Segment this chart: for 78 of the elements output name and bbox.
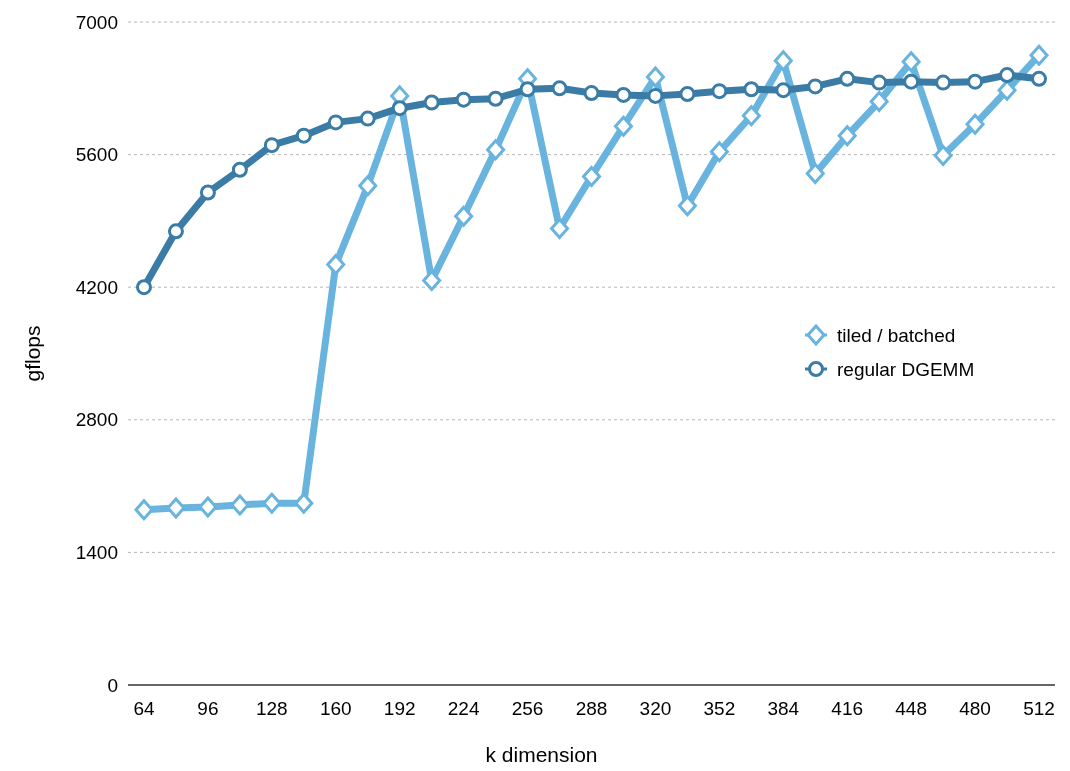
x-axis-title: k dimension (485, 743, 598, 766)
point (582, 165, 601, 187)
point (358, 175, 378, 197)
legend-label: regular DGEMM (837, 358, 975, 380)
x-tick-label: 64 (133, 698, 155, 719)
x-tick-label: 480 (959, 698, 991, 719)
point (773, 50, 793, 72)
point (263, 137, 280, 154)
point (455, 91, 472, 108)
point (295, 127, 312, 144)
x-tick-label: 96 (197, 698, 219, 719)
x-tick-label: 160 (319, 698, 352, 719)
point (869, 91, 889, 113)
x-tick-label: 384 (767, 698, 800, 719)
x-tick-label: 224 (447, 698, 480, 719)
legend-label: tiled / batched (837, 324, 956, 346)
point (711, 83, 728, 100)
point (135, 279, 152, 296)
point (935, 74, 952, 91)
point (423, 94, 440, 111)
point (551, 80, 568, 97)
point (805, 163, 825, 185)
point (359, 110, 376, 127)
y-tick-label: 2800 (75, 409, 118, 431)
point (933, 145, 953, 167)
point (327, 114, 344, 131)
point (231, 161, 248, 178)
y-tick-label: 5600 (75, 144, 118, 166)
point (487, 90, 504, 107)
point (230, 494, 250, 516)
x-tick-label: 512 (1023, 698, 1055, 719)
point (166, 497, 186, 519)
x-tick-label: 320 (639, 698, 672, 719)
point (871, 74, 888, 91)
point (583, 85, 600, 102)
point (134, 499, 154, 521)
y-tick-label: 0 (107, 674, 118, 696)
point (391, 100, 408, 117)
x-tick-label: 256 (511, 698, 544, 719)
point (1031, 70, 1048, 87)
y-axis-title: gflops (21, 325, 44, 382)
point (837, 125, 857, 147)
point (262, 492, 282, 514)
point (167, 223, 184, 240)
point (613, 115, 633, 137)
point (519, 81, 536, 98)
y-tick-label: 1400 (75, 542, 118, 564)
point (999, 67, 1016, 84)
x-tick-label: 288 (575, 698, 608, 719)
point (965, 113, 985, 135)
y-tick-label: 7000 (75, 11, 118, 33)
point (741, 105, 761, 127)
point (486, 139, 506, 161)
point (903, 73, 920, 90)
point (199, 184, 216, 201)
x-tick-label: 416 (831, 698, 864, 719)
point (647, 87, 664, 104)
point (901, 51, 921, 73)
x-tick-label: 448 (895, 698, 928, 719)
point (967, 73, 984, 90)
point (679, 85, 696, 102)
point (326, 253, 346, 275)
point (807, 78, 824, 95)
point (743, 81, 760, 98)
x-tick-label: 352 (703, 698, 736, 719)
point (294, 492, 314, 514)
point (709, 141, 729, 163)
point (198, 496, 218, 518)
point (775, 82, 792, 99)
point (615, 86, 632, 103)
x-tick-label: 128 (255, 698, 288, 719)
point (1029, 44, 1049, 66)
y-tick-label: 4200 (75, 276, 118, 298)
point (839, 70, 856, 87)
x-tick-label: 192 (383, 698, 416, 719)
point (454, 205, 474, 227)
point (645, 66, 665, 88)
point (677, 195, 697, 217)
